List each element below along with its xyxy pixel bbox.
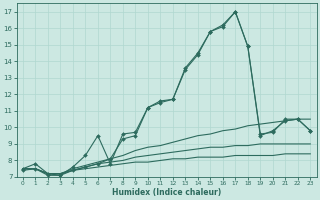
X-axis label: Humidex (Indice chaleur): Humidex (Indice chaleur) [112,188,221,197]
